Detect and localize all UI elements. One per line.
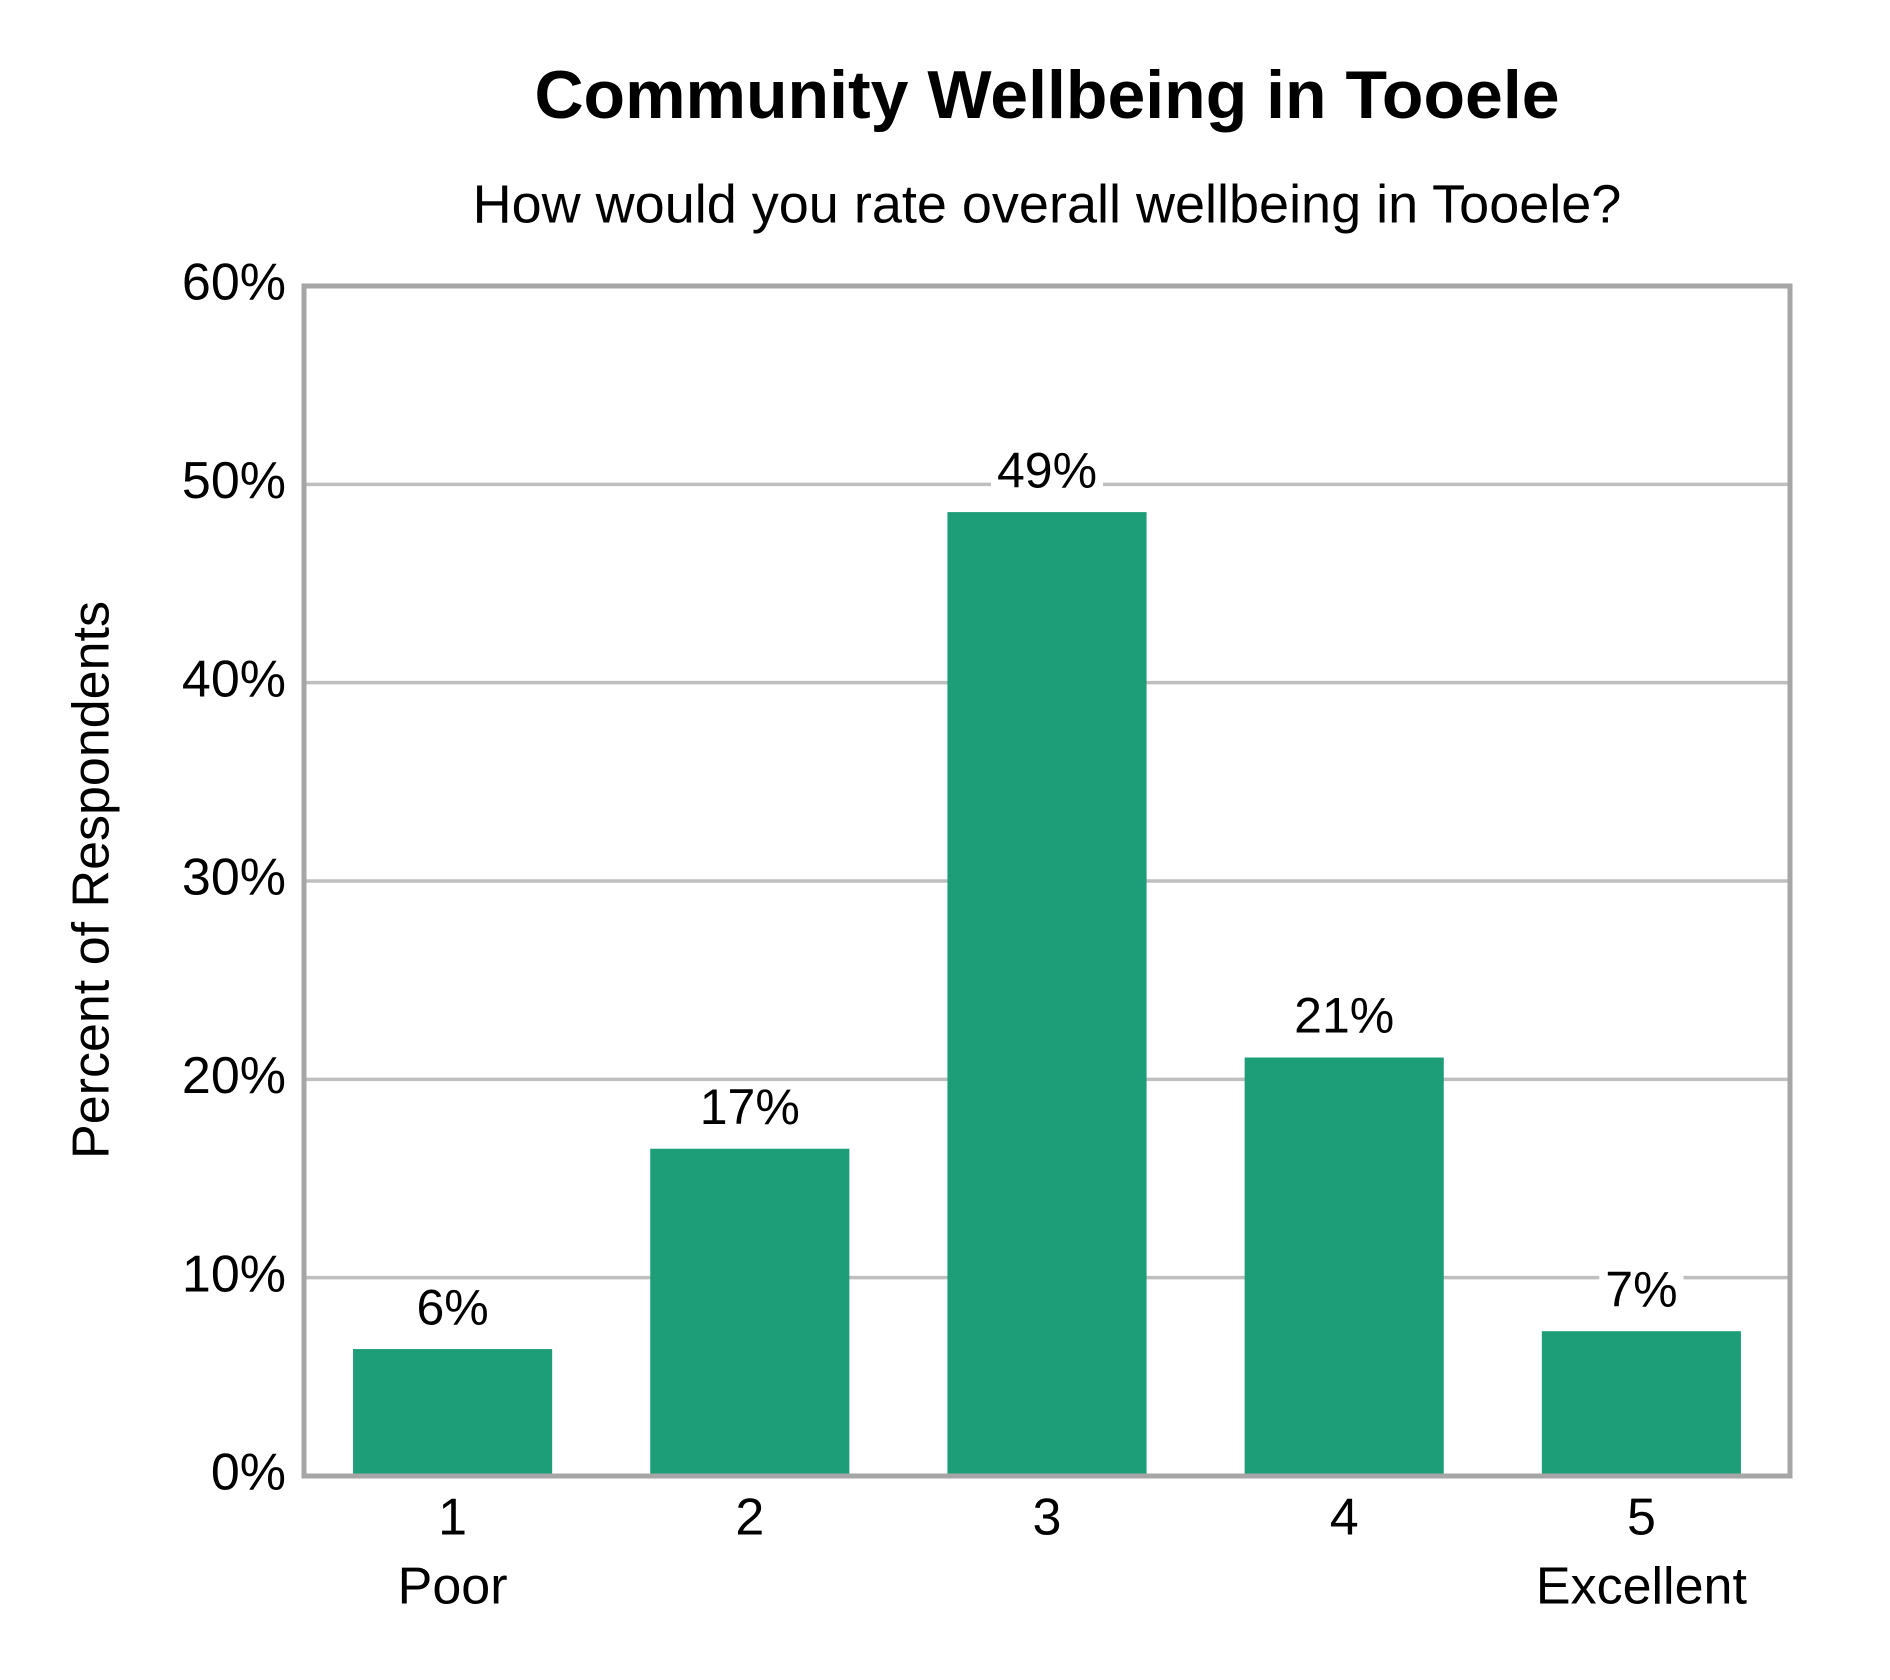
value-label: 6% <box>416 1279 488 1335</box>
y-tick-label: 10% <box>182 1245 286 1303</box>
y-tick-label: 30% <box>182 849 286 907</box>
bar <box>947 512 1147 1476</box>
bar <box>650 1148 850 1476</box>
bar <box>353 1349 553 1476</box>
value-label-background <box>1599 1265 1684 1322</box>
x-tick-label: 4 <box>1330 1489 1359 1547</box>
y-tick-label: 60% <box>182 254 286 312</box>
x-tick-label: 1 <box>438 1489 467 1547</box>
value-label-background <box>1288 991 1401 1048</box>
bar <box>1244 1057 1444 1476</box>
chart-subtitle: How would you rate overall wellbeing in … <box>473 174 1622 234</box>
bar <box>1541 1331 1741 1476</box>
x-tick-label: 3 <box>1033 1489 1062 1547</box>
value-label-background <box>990 446 1104 503</box>
value-label-background <box>693 1082 806 1139</box>
value-label-background <box>410 1283 495 1340</box>
value-label: 17% <box>700 1079 800 1135</box>
y-tick-label: 0% <box>211 1444 286 1502</box>
value-label: 49% <box>997 442 1097 498</box>
y-tick-label: 20% <box>182 1047 286 1105</box>
value-label: 21% <box>1294 988 1394 1044</box>
y-tick-label: 50% <box>182 452 286 510</box>
chart-title: Community Wellbeing in Tooele <box>534 57 1559 133</box>
x-tick-sublabel: Excellent <box>1536 1558 1748 1616</box>
x-tick-label: 2 <box>735 1489 764 1547</box>
y-tick-label: 40% <box>182 650 286 708</box>
x-tick-label: 5 <box>1627 1489 1656 1547</box>
plot-border <box>301 283 1793 1479</box>
y-axis-title: Percent of Respondents <box>63 601 121 1159</box>
x-tick-sublabel: Poor <box>398 1558 508 1616</box>
value-label: 7% <box>1605 1261 1677 1317</box>
